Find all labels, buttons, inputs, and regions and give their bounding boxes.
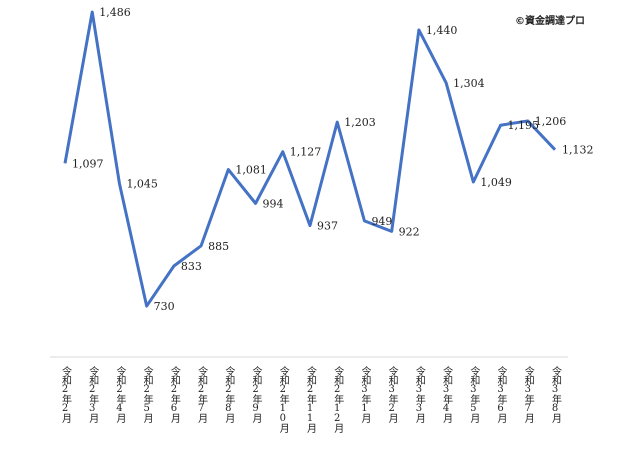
x-tick-label: 令和2年11月 [305,365,317,434]
data-label: 1,049 [480,176,512,189]
data-label: 1,486 [99,6,131,19]
x-tick-label: 令和2年9月 [250,365,262,424]
data-label: 1,127 [290,146,322,159]
x-tick-label: 令和2年2月 [60,365,72,424]
x-tick-label: 令和3年5月 [468,365,480,424]
data-label: 1,440 [426,24,458,37]
x-tick-label: 令和2年3月 [87,365,99,424]
data-label: 1,132 [562,144,594,157]
x-tick-label: 令和2年10月 [277,365,289,434]
watermark: ©資金調達プロ [515,14,585,27]
x-tick-label: 令和2年12月 [332,365,344,434]
line [63,10,557,308]
data-label: 949 [371,215,392,228]
data-label: 937 [317,220,338,233]
data-label: 1,195 [508,119,540,132]
x-tick-label: 令和3年8月 [550,365,562,424]
data-label: 1,045 [126,178,158,191]
x-tick-label: 令和2年7月 [196,365,208,424]
x-tick-label: 令和2年4月 [114,365,126,424]
x-tick-label: 令和3年1月 [359,365,371,424]
data-label: 1,304 [453,77,485,90]
x-tick-label: 令和3年7月 [522,365,534,424]
data-label: 885 [208,240,229,253]
x-tick-label: 令和3年4月 [441,365,453,424]
data-label: 994 [263,197,284,210]
x-tick-label: 令和3年6月 [495,365,507,424]
data-label: 1,081 [235,164,266,177]
data-label: 922 [399,225,420,238]
data-label: 833 [181,260,202,273]
x-tick-label: 令和3年3月 [413,365,425,424]
data-label: 1,206 [535,115,567,128]
data-label: 1,097 [72,157,104,170]
x-tick-label: 令和2年6月 [168,365,180,424]
data-label: 1,203 [344,116,376,129]
x-tick-label: 令和2年8月 [223,365,235,424]
data-label: 730 [154,300,175,313]
x-tick-label: 令和2年5月 [141,365,153,424]
x-tick-label: 令和3年2月 [386,365,398,424]
